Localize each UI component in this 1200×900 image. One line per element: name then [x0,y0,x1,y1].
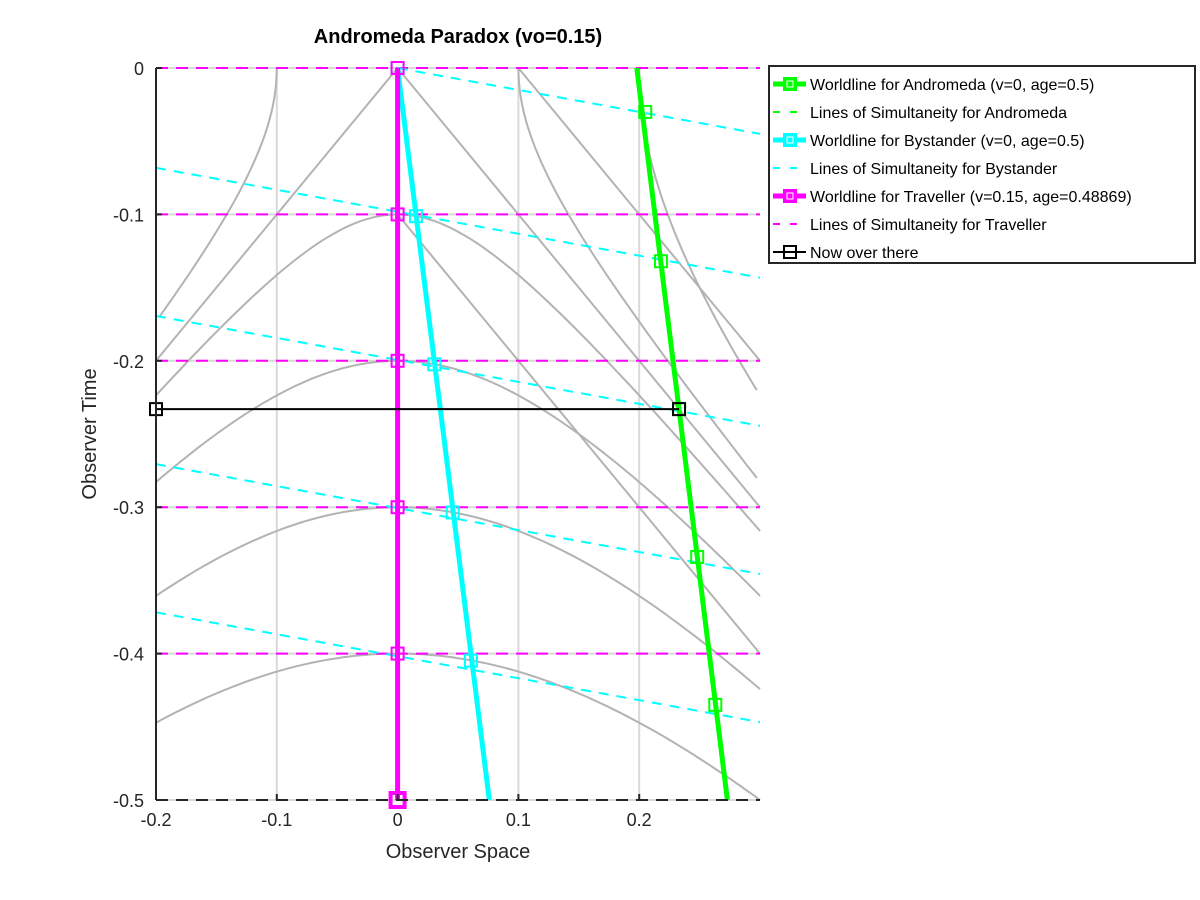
bystander-marker [427,357,442,372]
legend-label: Worldline for Bystander (v=0, age=0.5) [810,133,1085,150]
legend-entry: Lines of Simultaneity for Andromeda [773,105,1067,122]
x-tick-label: -0.2 [140,810,171,830]
legend: Worldline for Andromeda (v=0, age=0.5) Li… [768,65,1196,264]
legend-entry: Worldline for Traveller (v=0.15, age=0.4… [773,189,1132,206]
bystander-simultaneity-line [155,611,761,724]
y-tick-label: -0.2 [113,352,144,372]
timelike-hyperbola [155,359,761,597]
y-tick-label: -0.4 [113,645,144,665]
legend-label: Lines of Simultaneity for Andromeda [810,105,1067,122]
x-tick-label: 0.1 [506,810,531,830]
spacelike-hyperbola [158,67,278,318]
legend-entry: Lines of Simultaneity for Bystander [773,161,1058,178]
bystander-marker [445,505,460,520]
andromeda-marker [653,254,668,269]
andromeda-marker [708,697,723,712]
x-axis-label: Observer Space [386,841,531,863]
andromeda-worldline [634,67,730,801]
legend-entry: Lines of Simultaneity for Traveller [773,217,1047,234]
legend-label: Lines of Simultaneity for Bystander [810,161,1058,178]
y-tick-label: 0 [134,59,144,79]
legend-label: Worldline for Andromeda (v=0, age=0.5) [810,77,1094,94]
legend-marker-inner [786,192,794,200]
x-tick-label: 0 [393,810,403,830]
now-marker [672,402,687,417]
bystander-simultaneity-line [397,67,761,135]
traveller-marker [390,500,405,515]
bystander-marker [408,209,423,224]
timelike-hyperbola [155,213,761,532]
andromeda-marker [638,104,653,119]
legend-marker-inner [786,80,794,88]
legend-marker-icon [783,245,797,259]
x-tick-label: -0.1 [261,810,292,830]
y-tick-label: -0.1 [113,205,144,225]
timelike-hyperbola [155,652,761,801]
y-axis-ticks: 0 -0.1 -0.2 -0.3 -0.4 -0.5 [113,59,162,811]
spacelike-hyperbola [517,67,758,479]
y-axis-label: Observer Time [79,368,101,499]
hyperbola-curves [155,67,761,801]
legend-marker-inner [786,136,794,144]
bystander-marker [463,653,478,668]
bystander-worldline [395,67,492,801]
andromeda-marker [690,549,705,564]
traveller-marker [390,61,405,75]
legend-entry: Worldline for Bystander (v=0, age=0.5) [773,133,1085,150]
y-tick-label: -0.3 [113,498,144,518]
y-tick-label: -0.5 [113,791,144,811]
light-cone-right [396,67,761,508]
x-tick-label: 0.2 [627,810,652,830]
legend-marker-icon [783,189,797,203]
legend-entry: Worldline for Andromeda (v=0, age=0.5) [773,77,1094,94]
traveller-marker [390,646,405,661]
traveller-marker [390,353,405,368]
traveller-marker [390,207,405,222]
legend-label: Lines of Simultaneity for Traveller [810,217,1047,234]
legend-box [768,65,1196,264]
legend-label: Now over there [810,245,919,262]
legend-label: Worldline for Traveller (v=0.15, age=0.4… [810,189,1132,206]
chart-title: Andromeda Paradox (vo=0.15) [314,26,602,48]
x-axis-ticks: -0.2 -0.1 0 0.1 0.2 [140,794,652,830]
legend-marker-icon [783,77,797,91]
legend-marker-icon [783,133,797,147]
bystander-simultaneity-line [155,315,761,427]
legend-entry: Now over there [773,245,919,262]
